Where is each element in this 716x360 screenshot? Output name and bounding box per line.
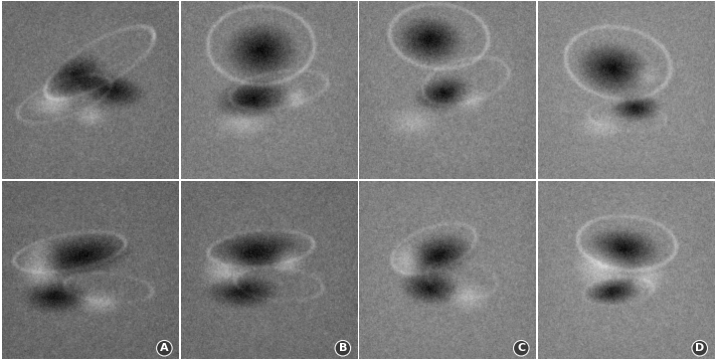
Text: D: D (695, 343, 705, 353)
Text: A: A (160, 343, 169, 353)
Text: C: C (517, 343, 526, 353)
Text: B: B (339, 343, 347, 353)
